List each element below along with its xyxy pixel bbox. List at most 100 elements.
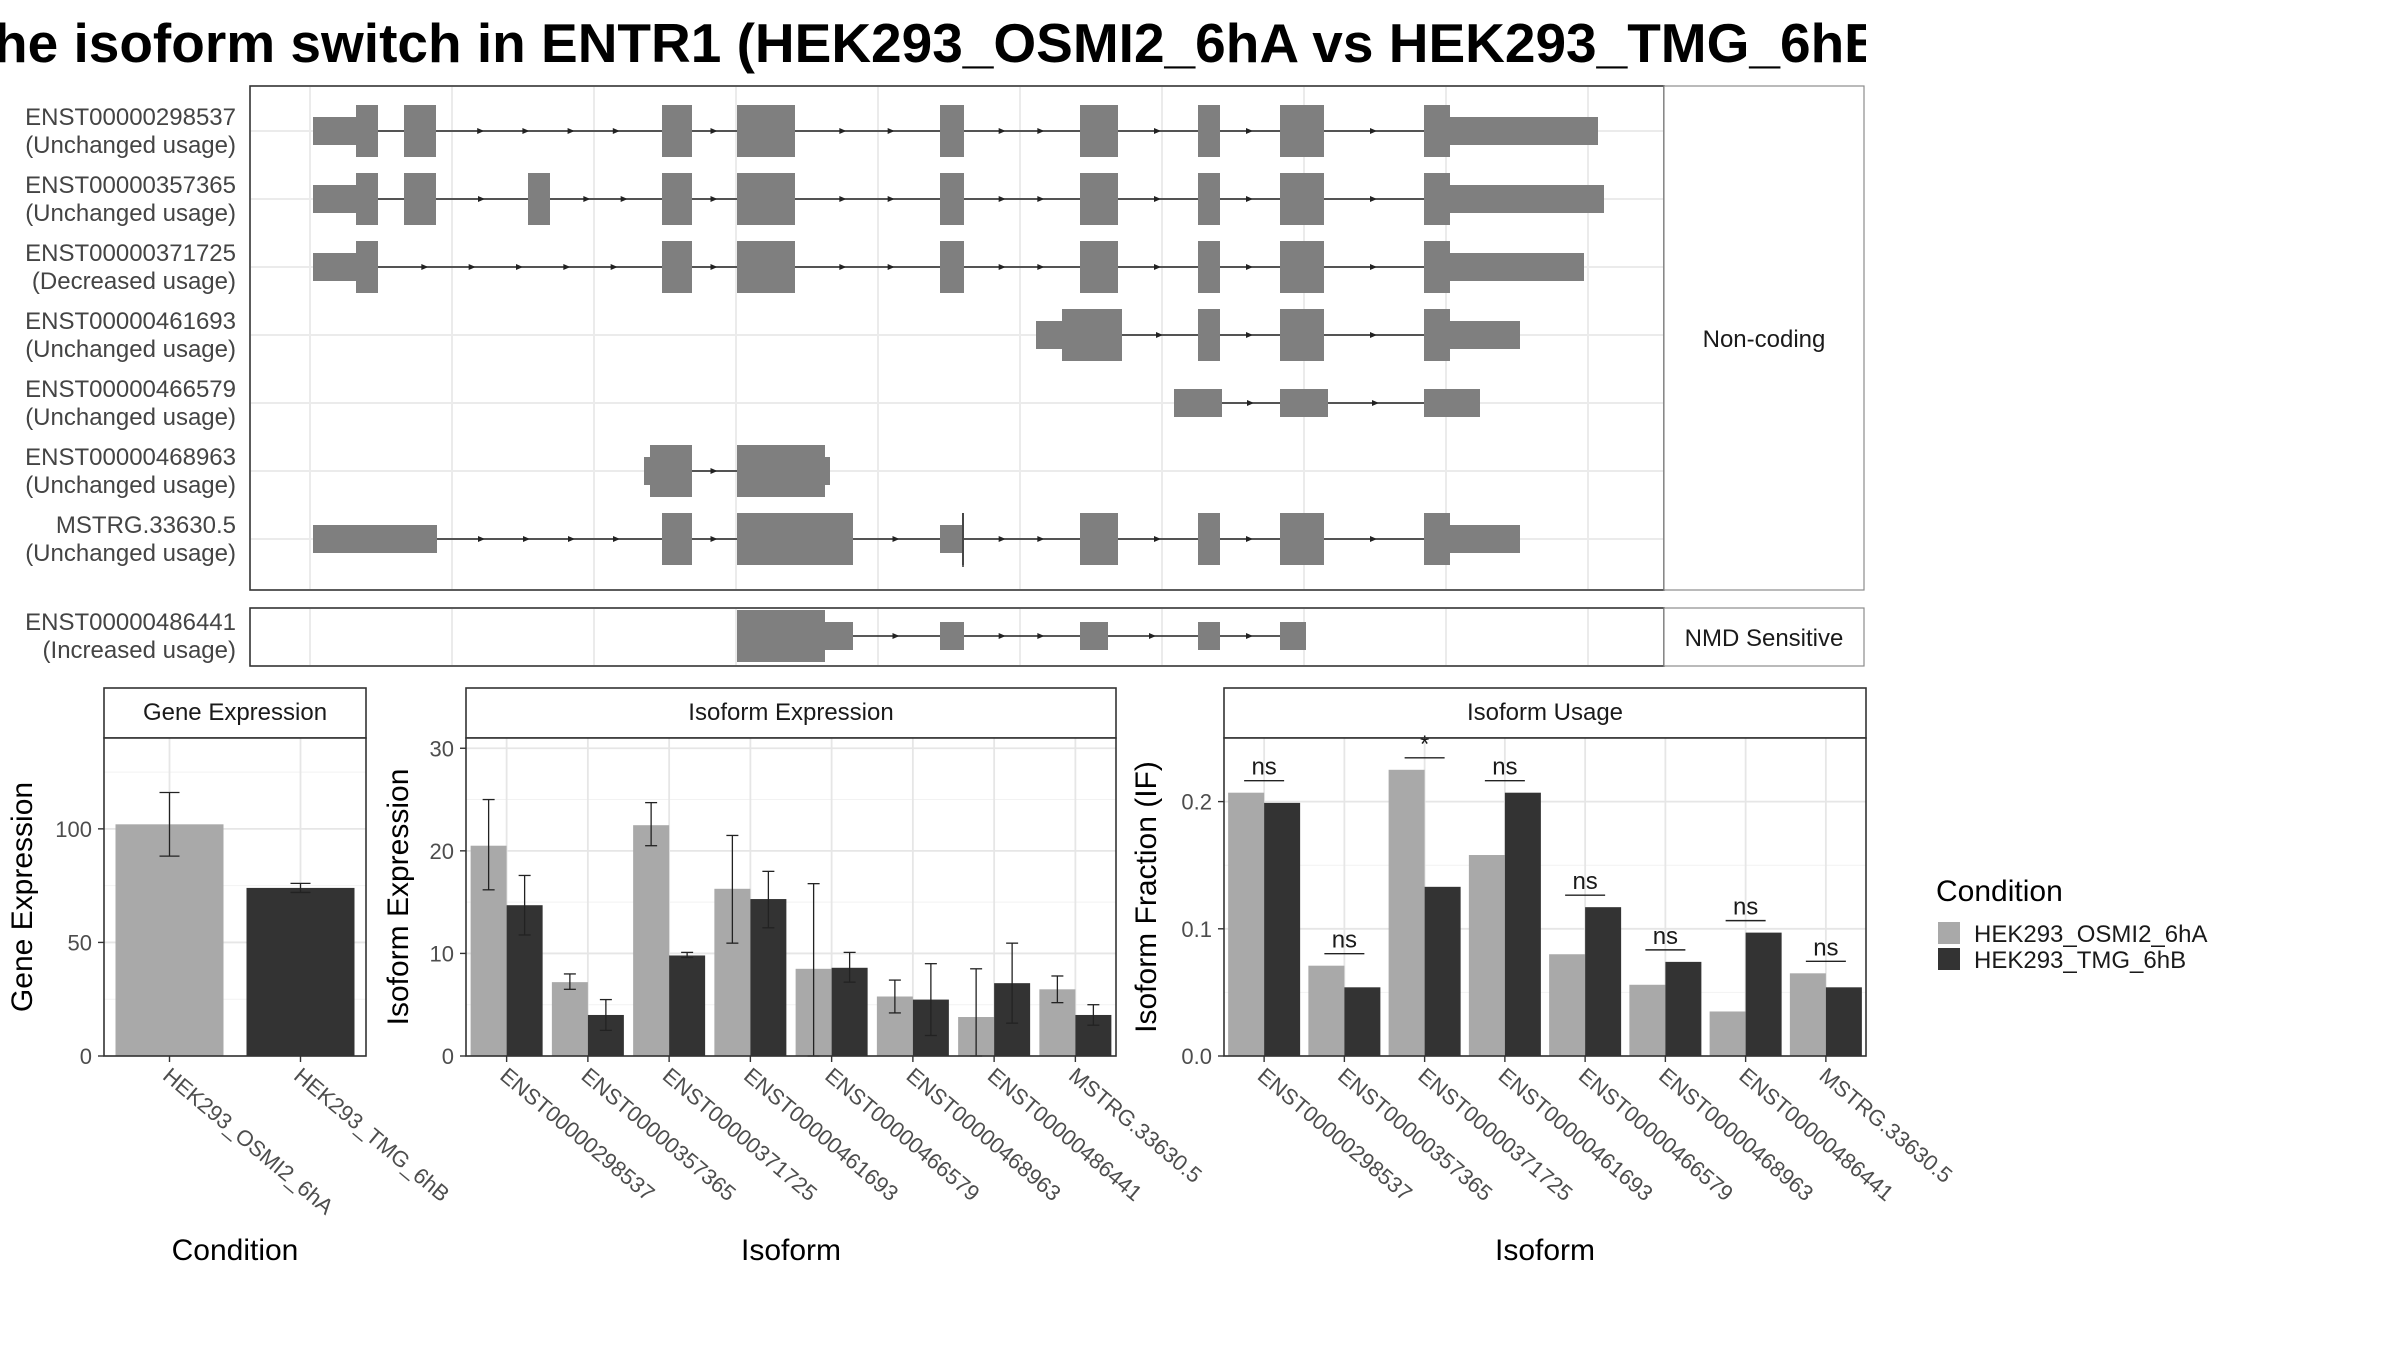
strip-nmd xyxy=(1663,607,1865,667)
exon xyxy=(1080,241,1118,293)
intron-arrow xyxy=(1370,196,1377,202)
bar xyxy=(1424,886,1461,1056)
exon xyxy=(737,445,825,497)
x-tick-label: ENST00000486441 xyxy=(983,1063,1147,1206)
y-tick-label: 0.1 xyxy=(1181,917,1212,942)
legend-swatch xyxy=(1938,948,1960,970)
x-tick-label: MSTRG.33630.5 xyxy=(1064,1063,1207,1188)
exon xyxy=(650,445,692,497)
panel-title: Isoform Expression xyxy=(688,699,893,726)
bar xyxy=(633,825,670,1056)
exon xyxy=(662,173,692,225)
panel-strip xyxy=(465,687,1117,739)
x-axis-label: Condition xyxy=(172,1234,299,1267)
page-title: he isoform switch in ENTR1 (HEK293_OSMI2… xyxy=(0,12,1866,74)
intron-arrow xyxy=(1246,633,1253,639)
intron-arrow xyxy=(710,536,718,542)
y-axis-label: Gene Expression xyxy=(6,782,39,1012)
bar xyxy=(1308,965,1345,1056)
intron-arrow xyxy=(478,536,485,542)
exon xyxy=(1080,622,1108,650)
x-tick-label: ENST00000468963 xyxy=(902,1063,1066,1206)
bar xyxy=(1549,954,1586,1056)
intron-arrow xyxy=(613,536,620,542)
significance-label: ns xyxy=(1572,868,1597,895)
exon xyxy=(1174,389,1222,417)
exon xyxy=(1424,105,1450,157)
transcript-id-label: ENST00000468963 xyxy=(25,444,236,471)
significance-label: ns xyxy=(1733,894,1758,921)
x-tick-label: ENST00000298537 xyxy=(495,1063,659,1206)
exon xyxy=(737,610,825,662)
exon xyxy=(825,622,853,650)
exon xyxy=(313,253,356,281)
exon xyxy=(356,105,378,157)
exon xyxy=(644,457,650,485)
intron-arrow xyxy=(887,128,895,134)
intron-arrow xyxy=(1246,128,1253,134)
intron-arrow xyxy=(568,536,575,542)
bar xyxy=(1585,907,1622,1056)
intron-arrow xyxy=(468,264,476,270)
panel-strip xyxy=(1223,687,1867,739)
intron-arrow xyxy=(1246,332,1253,338)
strip-noncoding xyxy=(1663,85,1865,591)
intron-arrow xyxy=(610,264,618,270)
legend-title: Condition xyxy=(1936,875,2063,908)
exon xyxy=(737,173,795,225)
intron-arrow xyxy=(1037,128,1045,134)
x-tick-label: ENST00000461693 xyxy=(739,1063,903,1206)
intron-arrow xyxy=(477,128,485,134)
significance-label: * xyxy=(1420,731,1429,758)
intron-arrow xyxy=(998,536,1006,542)
bar xyxy=(551,982,588,1056)
exon xyxy=(662,513,692,565)
exon xyxy=(1280,389,1328,417)
intron-arrow xyxy=(892,536,900,542)
exon xyxy=(825,457,830,485)
intron-arrow xyxy=(887,264,895,270)
panel-strip xyxy=(103,687,367,739)
y-tick-label: 20 xyxy=(430,839,454,864)
bar xyxy=(1468,855,1505,1056)
exon xyxy=(1198,241,1220,293)
exon xyxy=(1424,173,1450,225)
exon xyxy=(356,173,378,225)
bar xyxy=(669,955,706,1056)
transcript-id-label: MSTRG.33630.5 xyxy=(56,512,236,539)
intron-arrow xyxy=(998,196,1006,202)
isoform-usage-panel: Isoform Usage0.00.10.2ENST00000298537nsE… xyxy=(1130,687,1957,1267)
bar xyxy=(1504,792,1541,1056)
exon xyxy=(404,173,436,225)
y-tick-label: 100 xyxy=(55,817,92,842)
exon xyxy=(1198,105,1220,157)
intron-arrow xyxy=(1370,536,1377,542)
exon xyxy=(1424,241,1450,293)
exon xyxy=(1080,105,1118,157)
transcript-id-label: ENST00000486441 xyxy=(25,609,236,636)
y-tick-label: 0.2 xyxy=(1181,790,1212,815)
bar xyxy=(1665,961,1702,1056)
transcript-id-label: ENST00000298537 xyxy=(25,104,236,131)
y-tick-label: 0 xyxy=(80,1044,92,1069)
exon xyxy=(1280,309,1324,361)
exon xyxy=(1450,321,1520,349)
transcript-usage-label: (Unchanged usage) xyxy=(25,472,236,499)
bar xyxy=(1264,802,1301,1056)
exon xyxy=(940,241,964,293)
intron-arrow xyxy=(998,264,1006,270)
intron-arrow xyxy=(1370,128,1377,134)
exon xyxy=(940,105,964,157)
x-axis-label: Isoform xyxy=(741,1234,841,1267)
bar xyxy=(1825,987,1862,1056)
exon xyxy=(1424,389,1480,417)
intron-arrow xyxy=(1154,196,1161,202)
exon xyxy=(1280,241,1324,293)
intron-arrow xyxy=(1247,400,1254,406)
intron-arrow xyxy=(892,633,900,639)
y-axis-label: Isoform Expression xyxy=(382,769,415,1026)
exon xyxy=(662,105,692,157)
